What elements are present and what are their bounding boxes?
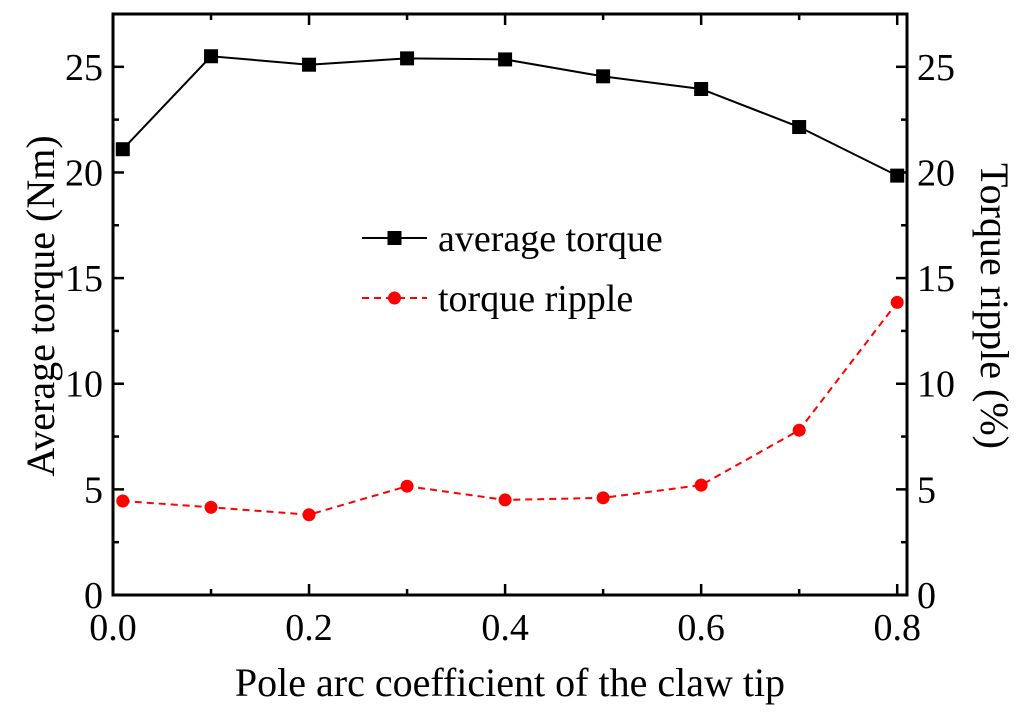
data-point-average-torque-4 xyxy=(498,52,513,67)
y-left-tick-label-4: 20 xyxy=(65,152,103,194)
legend: average torque torque ripple xyxy=(362,218,663,320)
y-left-tick-label-2: 10 xyxy=(65,364,103,406)
data-point-torque-ripple-6 xyxy=(694,478,708,492)
x-tick-label-4: 0.8 xyxy=(873,607,921,649)
data-point-torque-ripple-2 xyxy=(302,508,316,522)
x-tick-label-0: 0.0 xyxy=(89,607,137,649)
data-point-torque-ripple-3 xyxy=(400,479,414,493)
data-point-torque-ripple-0 xyxy=(116,494,130,508)
data-point-torque-ripple-7 xyxy=(792,423,806,437)
series-line-average-torque xyxy=(122,55,898,177)
data-point-average-torque-8 xyxy=(890,168,905,183)
plot-area-border xyxy=(111,12,909,597)
data-point-torque-ripple-5 xyxy=(596,491,610,505)
legend-marker-average-torque xyxy=(387,231,402,245)
plot-frame xyxy=(111,12,909,597)
y-right-tick-label-1: 5 xyxy=(917,469,936,511)
x-axis-title: Pole arc coefficient of the claw tip xyxy=(235,660,785,705)
y-left-tick-label-0: 0 xyxy=(84,575,103,617)
x-tick-label-3: 0.6 xyxy=(677,607,725,649)
y-axis-title-left: Average torque (Nm) xyxy=(18,135,63,476)
y-left-tick-label-1: 5 xyxy=(84,469,103,511)
legend-label-average-torque: average torque xyxy=(438,218,663,260)
x-tick-label-2: 0.4 xyxy=(481,607,529,649)
y-right-tick-label-3: 15 xyxy=(917,258,955,300)
y-axis-title-right: Torque ripple (%) xyxy=(972,163,1017,449)
data-point-average-torque-5 xyxy=(596,69,611,84)
data-point-average-torque-7 xyxy=(792,120,807,135)
x-tick-label-1: 0.2 xyxy=(285,607,333,649)
y-right-tick-label-4: 20 xyxy=(917,152,955,194)
y-left-tick-label-3: 15 xyxy=(65,258,103,300)
data-point-average-torque-3 xyxy=(400,51,415,66)
data-point-torque-ripple-8 xyxy=(890,295,904,309)
y-right-tick-label-5: 25 xyxy=(917,47,955,89)
legend-label-torque-ripple: torque ripple xyxy=(438,278,633,320)
data-point-average-torque-0 xyxy=(115,142,130,157)
series-line-torque-ripple xyxy=(122,301,898,516)
legend-marker-torque-ripple xyxy=(388,291,401,305)
y-left-tick-label-5: 25 xyxy=(65,47,103,89)
series-layer xyxy=(115,49,905,522)
data-point-torque-ripple-1 xyxy=(204,500,218,514)
data-point-torque-ripple-4 xyxy=(498,493,512,507)
data-point-average-torque-2 xyxy=(302,57,317,72)
y-right-tick-label-0: 0 xyxy=(917,575,936,617)
data-point-average-torque-1 xyxy=(204,49,219,64)
y-right-tick-label-2: 10 xyxy=(917,364,955,406)
data-point-average-torque-6 xyxy=(694,82,709,97)
